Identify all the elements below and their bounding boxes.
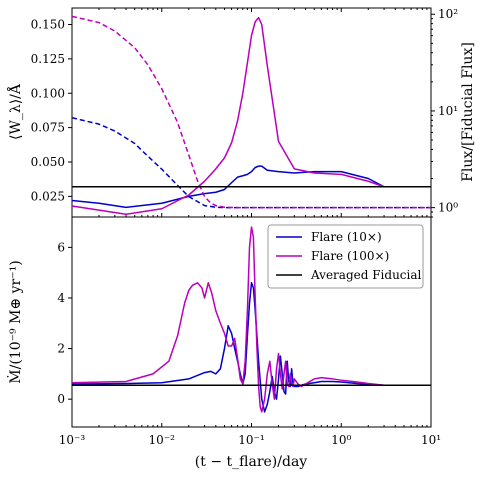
- bottom-y-tick-label: 0: [57, 392, 65, 406]
- top-y-axis-label: ⟨W_λ⟩/Å: [6, 83, 24, 140]
- legend-label-flare-100x: Flare (100×): [311, 249, 389, 263]
- top-y-tick-label: 0.025: [31, 189, 65, 203]
- top-series-ew100: [72, 16, 385, 215]
- top-y-tick-label: 0.050: [31, 155, 65, 169]
- top-y-axis-ticks: 0.025 0.050 0.075 0.100 0.125 0.150: [31, 18, 72, 203]
- top-y-tick-label: 0.150: [31, 18, 65, 32]
- bottom-x-axis-ticks: 10⁻³ 10⁻² 10⁻¹ 10⁰ 10¹: [59, 423, 441, 447]
- bottom-x-tick-label: 10¹: [421, 433, 441, 447]
- top-right-tick-label: 10⁰: [438, 201, 458, 215]
- bottom-plot-lines: [72, 226, 431, 413]
- legend-label-flare-10x: Flare (10×): [311, 230, 382, 244]
- top-right-tick-label: 10²: [438, 7, 458, 21]
- bottom-x-axis-label: (t − t_flare)/day: [195, 454, 307, 470]
- top-panel: 0.025 0.050 0.075 0.100 0.125 0.150 10⁰ 10¹ 10²…: [6, 7, 476, 218]
- top-series-ew10: [72, 165, 385, 209]
- top-right-tick-label: 10¹: [438, 104, 458, 118]
- bottom-y-axis-label: Ṁ/(10⁻⁹ M⊕ yr⁻¹): [6, 260, 24, 383]
- top-series-flux10: [72, 117, 431, 209]
- bottom-series-mdot100: [72, 226, 385, 413]
- bottom-x-tick-label: 10⁻¹: [238, 433, 264, 447]
- bottom-y-axis-ticks: 0 2 4 6: [57, 240, 72, 406]
- legend: Flare (10×) Flare (100×) Averaged Fiduci…: [267, 224, 424, 289]
- bottom-y-tick-label: 2: [57, 342, 65, 356]
- top-plot-lines: [72, 15, 431, 215]
- bottom-x-tick-label: 10⁰: [331, 433, 351, 447]
- bottom-y-tick-label: 4: [57, 291, 65, 305]
- top-y-tick-label: 0.125: [31, 52, 65, 66]
- bottom-y-tick-label: 6: [57, 240, 65, 254]
- top-y-tick-label: 0.075: [31, 121, 65, 135]
- top-series-flux100: [72, 15, 431, 209]
- top-y-tick-label: 0.100: [31, 86, 65, 100]
- top-right-axis-ticks: 10⁰ 10¹ 10²: [431, 7, 458, 218]
- bottom-panel: 0 2 4 6 10⁻³ 10⁻² 10⁻¹ 10⁰ 10¹ Ṁ/(10⁻⁹ M⊕ yr⁻¹)…: [6, 216, 441, 470]
- legend-box: [267, 224, 424, 289]
- bottom-series-mdot10: [72, 282, 385, 413]
- bottom-x-tick-label: 10⁻²: [149, 433, 176, 447]
- bottom-x-tick-label: 10⁻³: [59, 433, 86, 447]
- legend-label-averaged-fiducial: Averaged Fiducial: [310, 268, 422, 282]
- top-right-axis-label: Flux/[Fiducial Flux]: [460, 42, 476, 182]
